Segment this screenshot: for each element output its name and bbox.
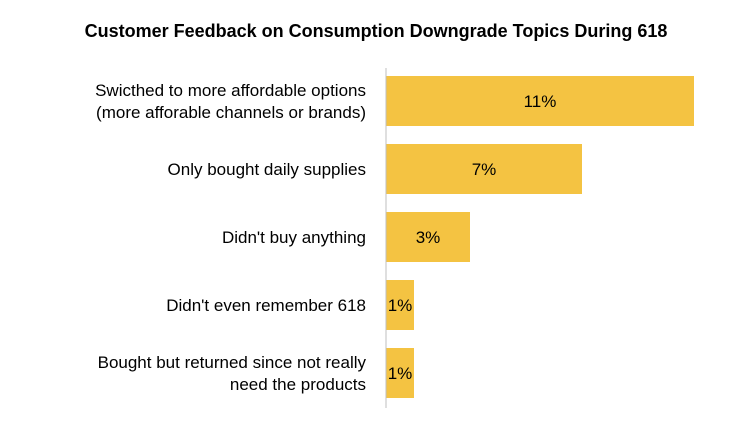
bar-4 xyxy=(386,280,414,330)
chart-title: Customer Feedback on Consumption Downgra… xyxy=(85,21,668,41)
data-label-3: 3% xyxy=(416,228,441,247)
data-label-5: 1% xyxy=(388,364,413,383)
bars-group: 11% Swicthed to more affordable options (m… xyxy=(95,76,694,398)
data-label-2: 7% xyxy=(472,160,497,179)
category-label-1-line-1: Swicthed to more affordable options xyxy=(95,81,366,100)
category-label-5-line-1: Bought but returned since not really xyxy=(98,353,367,372)
category-label-1-line-2: (more afforable channels or brands) xyxy=(96,103,366,122)
bar-5 xyxy=(386,348,414,398)
category-label-4: Didn't even remember 618 xyxy=(166,296,366,315)
category-label-5-line-2: need the products xyxy=(230,375,366,394)
category-label-2: Only bought daily supplies xyxy=(168,160,366,179)
bar-3 xyxy=(386,212,470,262)
bar-1 xyxy=(386,76,694,126)
category-label-3: Didn't buy anything xyxy=(222,228,366,247)
bar-2 xyxy=(386,144,582,194)
data-label-4: 1% xyxy=(388,296,413,315)
data-label-1: 11% xyxy=(524,92,557,111)
